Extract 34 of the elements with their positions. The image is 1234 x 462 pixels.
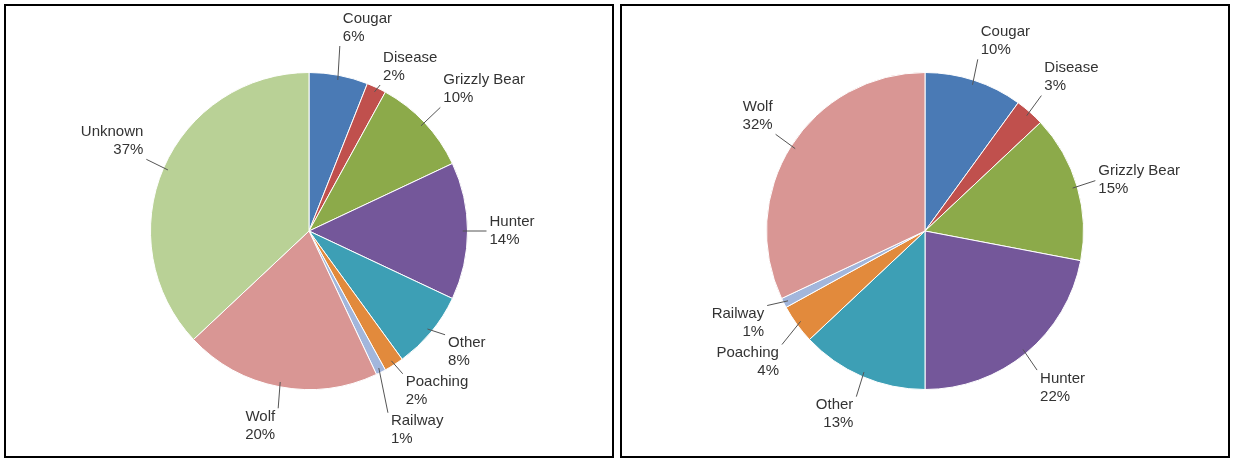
data-label: 10%	[443, 88, 474, 106]
data-label: 14%	[489, 229, 520, 247]
data-label: 2%	[383, 65, 405, 83]
data-label: 3%	[1044, 76, 1067, 94]
data-label: 32%	[742, 114, 773, 132]
data-label: 22%	[1040, 386, 1071, 404]
slice-label: Wolf	[245, 406, 276, 424]
slice-label: Other	[448, 333, 486, 351]
data-label: 1%	[742, 322, 765, 340]
slice-label: Grizzly Bear	[1098, 161, 1181, 179]
slice-label: Poaching	[405, 372, 469, 390]
data-label: 6%	[342, 26, 365, 44]
slice-label: Railway	[711, 304, 765, 322]
data-label: 1%	[390, 429, 413, 447]
data-label: 13%	[823, 413, 854, 431]
slice-label: Hunter	[1040, 368, 1086, 386]
data-label: 4%	[757, 361, 779, 379]
slice-label: Cougar	[980, 21, 1030, 39]
slice-label: Grizzly Bear	[443, 70, 525, 88]
slice-label: Railway	[390, 411, 444, 429]
data-label: 10%	[980, 39, 1011, 57]
slice-label: Unknown	[80, 121, 144, 139]
data-label: 15%	[1098, 179, 1129, 197]
data-label: 2%	[405, 390, 428, 408]
slice-label: Wolf	[742, 96, 774, 114]
data-label: 37%	[113, 139, 144, 157]
slice-label: Cougar	[342, 8, 393, 26]
slice-label: Hunter	[489, 211, 535, 229]
data-label: 20%	[245, 424, 276, 442]
slice-label: Poaching	[716, 343, 779, 361]
data-label: 8%	[448, 351, 470, 369]
slice-label: Disease	[1044, 58, 1099, 76]
slice-label: Disease	[383, 47, 438, 65]
slice-label: Other	[815, 395, 854, 413]
